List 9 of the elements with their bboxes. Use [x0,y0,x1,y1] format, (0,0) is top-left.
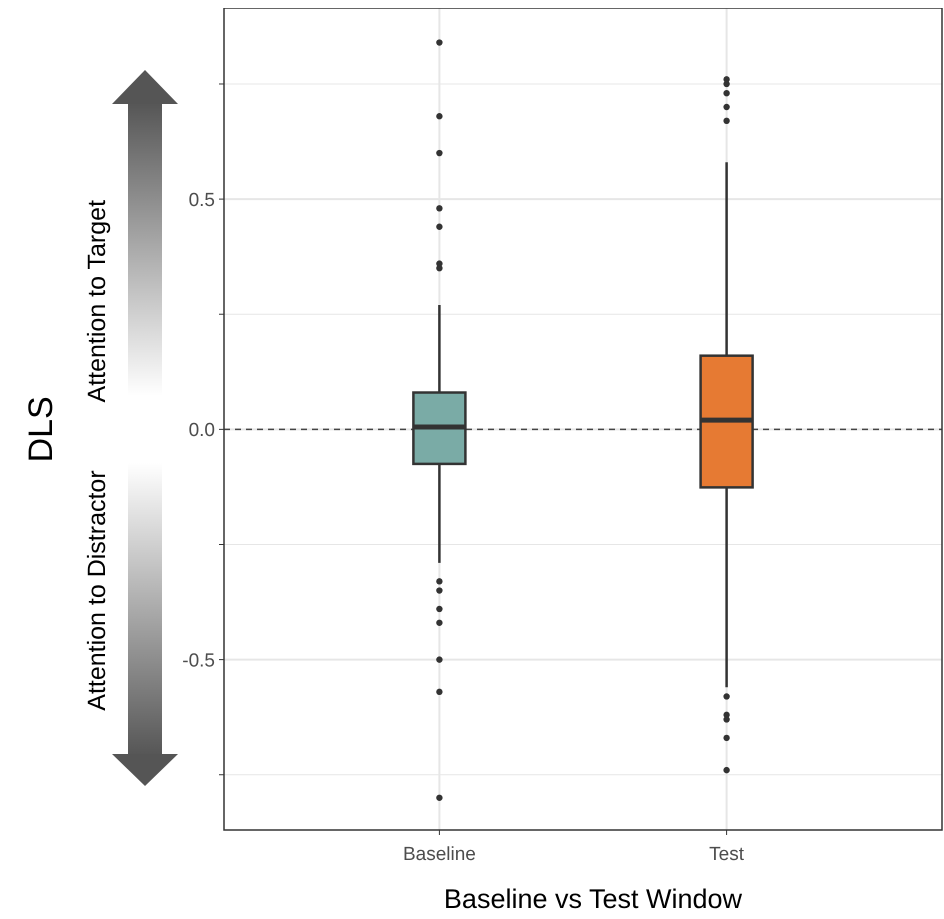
x-tick-label: Baseline [402,844,476,865]
x-tick-label: Test [709,844,745,865]
y-tick-label: 0.0 [188,420,215,442]
text: Attention to Distractor [83,470,111,711]
y-tick-label: 0.5 [188,190,215,211]
x-axis-title: Baseline vs Test Window [444,884,743,914]
y-tick-label: -0.5 [182,650,215,672]
y-axis-title: DLS [22,396,60,462]
text: Attention to Target [83,200,111,402]
